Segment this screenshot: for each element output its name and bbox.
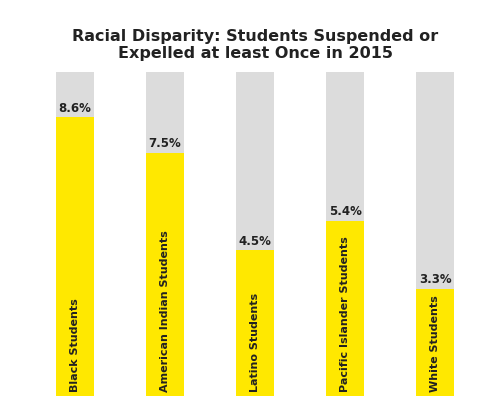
Text: 5.4%: 5.4% <box>329 206 362 218</box>
Text: 8.6%: 8.6% <box>58 102 91 115</box>
Bar <box>236 72 274 396</box>
Bar <box>416 72 455 396</box>
Bar <box>56 117 94 396</box>
Bar <box>146 72 184 396</box>
Bar <box>416 289 455 396</box>
Text: American Indian Students: American Indian Students <box>160 230 170 392</box>
Bar <box>146 153 184 396</box>
Text: Black Students: Black Students <box>70 298 80 392</box>
Text: Pacific Islander Students: Pacific Islander Students <box>340 236 350 392</box>
Title: Racial Disparity: Students Suspended or
Expelled at least Once in 2015: Racial Disparity: Students Suspended or … <box>72 29 438 61</box>
Text: 4.5%: 4.5% <box>239 235 272 248</box>
Bar <box>326 72 364 396</box>
Text: Latino Students: Latino Students <box>250 293 260 392</box>
Bar <box>326 221 364 396</box>
Text: 3.3%: 3.3% <box>419 274 452 286</box>
Text: White Students: White Students <box>430 295 440 392</box>
Text: 7.5%: 7.5% <box>148 138 182 150</box>
Bar <box>236 250 274 396</box>
Bar <box>56 72 94 396</box>
